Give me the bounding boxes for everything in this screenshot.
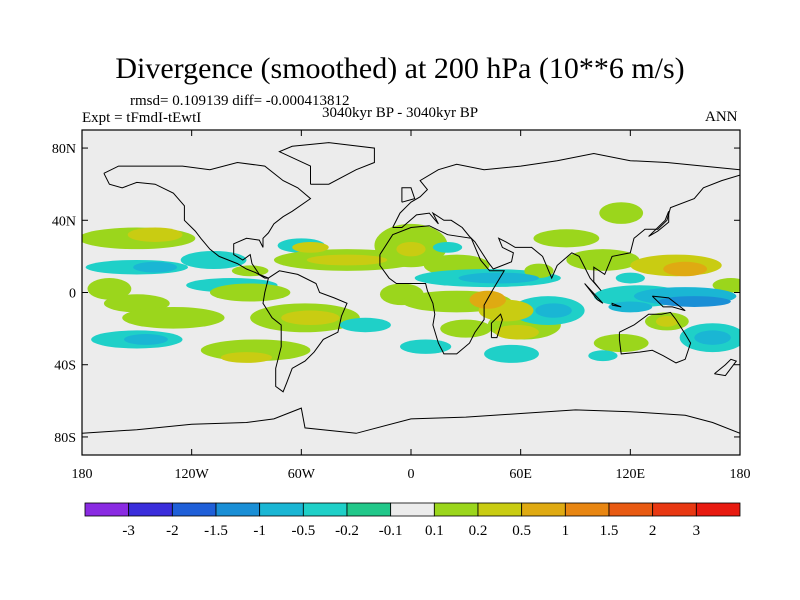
colorbar-label: -0.1 (379, 523, 403, 539)
colorbar-label: -1 (253, 523, 266, 539)
stats-text: rmsd= 0.109139 diff= -0.000413812 (130, 93, 350, 109)
anomaly-region (593, 334, 649, 353)
coastline (379, 225, 506, 355)
coastline (714, 358, 738, 377)
coastline (611, 302, 622, 308)
y-tick-label: 80S (54, 431, 76, 446)
colorbar-label: -3 (122, 523, 135, 539)
anomaly-region (524, 263, 554, 279)
colorbar-box (652, 502, 697, 517)
anomaly-region (535, 303, 572, 318)
colorbar-box (433, 502, 479, 517)
anomaly-region (655, 315, 678, 327)
chart-title: Divergence (smoothed) at 200 hPa (10**6 … (115, 52, 685, 85)
colorbar-box (564, 502, 610, 517)
anomaly-region (220, 352, 273, 363)
anomaly-region (599, 202, 644, 224)
colorbar-label: -1.5 (204, 523, 228, 539)
colorbar-label: -0.5 (291, 523, 315, 539)
anomaly-region (694, 330, 731, 345)
anomaly-region (87, 278, 132, 300)
colorbar-label: 0.2 (469, 523, 488, 539)
y-tick-label: 0 (69, 287, 76, 302)
anomaly-region (608, 301, 653, 313)
coastline (401, 187, 416, 203)
colorbar-label: 0.1 (425, 523, 444, 539)
colorbar-box (521, 502, 566, 517)
colorbar-label: 1 (562, 523, 570, 539)
coastline (618, 311, 692, 364)
colorbar-label: 1.5 (600, 523, 619, 539)
season-label: ANN (705, 109, 738, 125)
coastline (584, 283, 604, 304)
anomaly-region (292, 241, 329, 253)
x-tick-label: 120E (616, 467, 646, 482)
coastline (103, 161, 312, 279)
colorbar-box (128, 502, 173, 517)
anomaly-region (124, 334, 168, 345)
anomaly-region (469, 290, 507, 309)
coastline (262, 270, 348, 393)
anomaly-region (495, 325, 539, 340)
x-tick-label: 60W (288, 467, 316, 482)
x-tick-label: 180 (72, 467, 93, 482)
anomaly-region (209, 283, 291, 302)
anomaly-region (663, 261, 708, 277)
anomaly-region (339, 317, 391, 333)
experiment-label: Expt = tFmdI-tEwtI (82, 110, 202, 126)
colorbar-label: 2 (649, 523, 657, 539)
coastline (278, 142, 375, 185)
colorbar-box (477, 502, 523, 517)
colorbar-label: -2 (166, 523, 179, 539)
anomaly-region (484, 344, 539, 363)
anomaly-region (127, 227, 183, 242)
anomaly-region (432, 241, 463, 253)
colorbar-box (695, 502, 741, 517)
anomaly-region (440, 319, 492, 338)
colorbar-label: -0.2 (335, 523, 359, 539)
x-tick-label: 60E (509, 467, 532, 482)
colorbar-box (390, 502, 435, 517)
coastline (651, 295, 686, 312)
anomaly-region (588, 350, 618, 362)
colorbar-box (302, 502, 348, 517)
x-tick-label: 0 (408, 467, 415, 482)
x-tick-label: 120W (175, 467, 210, 482)
anomaly-region (281, 310, 340, 325)
period-label: 3040kyr BP - 3040kyr BP (322, 105, 479, 121)
colorbar-label: 3 (693, 523, 701, 539)
y-tick-label: 80N (52, 142, 76, 157)
coastline (82, 407, 740, 434)
y-tick-label: 40S (54, 359, 76, 374)
x-tick-label: 180 (730, 467, 751, 482)
anomaly-region (306, 254, 388, 266)
anomaly-region (657, 296, 731, 307)
anomaly-region (122, 306, 225, 329)
anomaly-region (615, 272, 645, 284)
anomaly-region (458, 272, 539, 284)
colorbar-box (215, 502, 261, 517)
colorbar-label: 0.5 (512, 523, 531, 539)
colorbar-box (171, 502, 217, 517)
anomaly-region (533, 229, 600, 248)
anomaly-region (133, 261, 178, 273)
colorbar-box (346, 502, 392, 517)
coastline (392, 152, 740, 292)
anomaly-region (396, 241, 426, 257)
coastline (648, 211, 670, 237)
colorbar-box (608, 502, 654, 517)
anomaly-region (712, 278, 740, 293)
colorbar-box (259, 502, 304, 517)
colorbar-box (84, 502, 130, 517)
coastline (490, 313, 503, 339)
anomaly-region (180, 250, 247, 270)
y-tick-label: 40N (52, 214, 76, 229)
